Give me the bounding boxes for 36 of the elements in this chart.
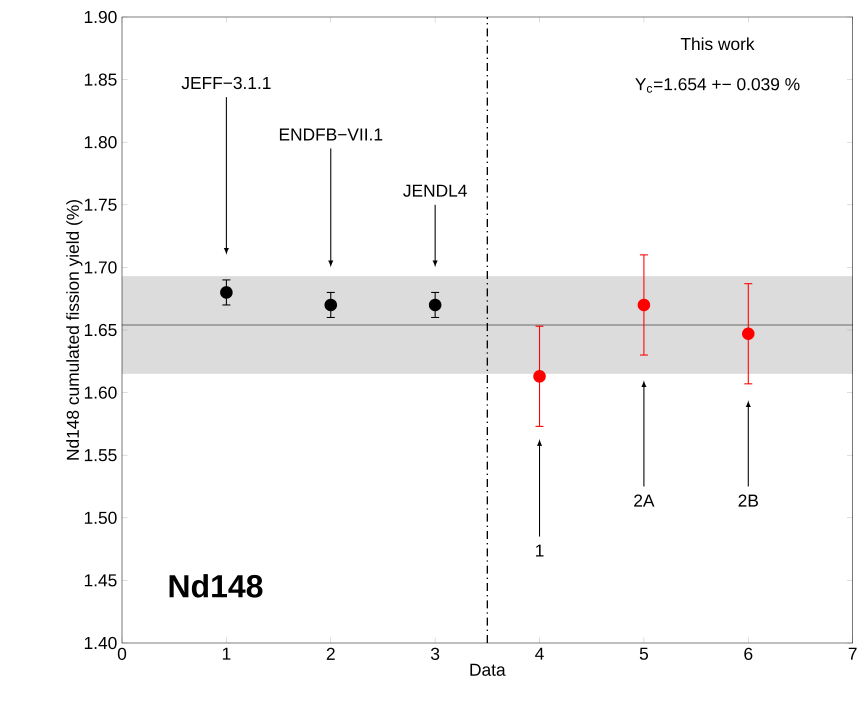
annotation: 1 [536, 544, 544, 557]
x-axis-title: Data [470, 664, 506, 676]
point [220, 286, 233, 299]
y-tick-label: 1.60 [84, 386, 117, 399]
y-tick-label: 1.70 [84, 261, 117, 274]
annotation: 2B [738, 494, 758, 507]
x-tick-label: 3 [430, 648, 440, 660]
y-tick-label: 1.40 [84, 636, 117, 650]
point [638, 298, 650, 312]
annotation: Y$_{c}$=1.654 +− 0.039 % [635, 78, 800, 93]
annotation: JENDL4 [403, 184, 467, 197]
annotation: JEFF−3.1.1 [182, 76, 271, 90]
x-tick-label: 5 [640, 648, 648, 660]
y-tick-label: 1.50 [84, 512, 117, 524]
annotation: Nd148 [170, 574, 262, 598]
y-tick-label: 1.90 [84, 10, 117, 24]
y-tick-label: 1.75 [84, 198, 117, 211]
y-axis-title: Nd148 cumulated fission yield (%) [66, 200, 82, 460]
y-tick-label: 1.65 [84, 324, 117, 336]
point [428, 298, 442, 312]
y-tick-label: 1.80 [84, 136, 117, 148]
annotation: 2A [634, 494, 654, 507]
x-tick-label: 2 [326, 648, 335, 660]
x-tick-label: 1 [222, 648, 230, 660]
point [742, 327, 755, 340]
y-tick-label: 1.85 [84, 73, 117, 86]
x-tick-label: 4 [535, 648, 544, 660]
x-tick-label: 6 [744, 648, 752, 660]
x-tick-label: 7 [848, 648, 857, 660]
point [324, 298, 338, 312]
annotation: ENDFB−VII.1 [280, 128, 382, 140]
point [533, 370, 546, 383]
y-tick-label: 1.55 [84, 449, 117, 462]
annotation: This work [680, 37, 755, 50]
x-tick-label: 0 [118, 648, 126, 660]
y-tick-label: 1.45 [84, 574, 117, 586]
